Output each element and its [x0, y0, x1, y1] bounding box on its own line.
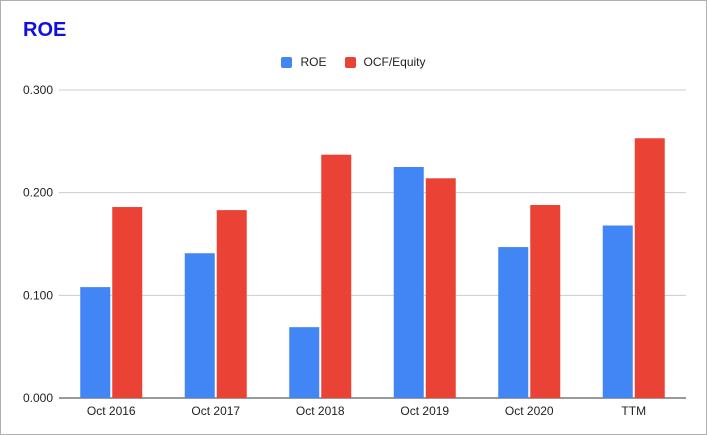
y-tick-label: 0.000: [23, 391, 53, 405]
bar-ocf-equity: [530, 204, 561, 398]
bar-roe: [184, 253, 215, 398]
bar-roe: [498, 247, 529, 398]
bar-ocf-equity: [425, 178, 456, 398]
bar-roe: [393, 167, 424, 398]
legend: ROE OCF/Equity: [1, 55, 706, 69]
legend-item-ocf-equity: OCF/Equity: [344, 55, 426, 69]
legend-label-roe: ROE: [300, 55, 327, 69]
bar-ocf-equity: [216, 210, 247, 398]
bar-ocf-equity: [321, 154, 352, 398]
x-tick-label: Oct 2018: [296, 404, 345, 418]
x-tick-label: TTM: [621, 404, 646, 418]
bar-roe: [602, 225, 633, 398]
bar-roe: [289, 327, 320, 398]
y-tick-label: 0.300: [23, 83, 53, 97]
chart-title: ROE: [23, 19, 67, 41]
y-tick-label: 0.200: [23, 186, 53, 200]
legend-item-roe: ROE: [281, 55, 327, 69]
legend-swatch-roe: [281, 56, 293, 68]
bar-ocf-equity: [112, 207, 143, 398]
legend-swatch-ocf-equity: [344, 56, 356, 68]
x-tick-label: Oct 2020: [505, 404, 554, 418]
x-tick-label: Oct 2017: [191, 404, 240, 418]
x-tick-label: Oct 2019: [400, 404, 449, 418]
x-tick-label: Oct 2016: [87, 404, 136, 418]
bar-ocf-equity: [634, 138, 665, 398]
y-tick-label: 0.100: [23, 288, 53, 302]
legend-label-ocf-equity: OCF/Equity: [363, 55, 426, 69]
bar-roe: [80, 287, 111, 398]
